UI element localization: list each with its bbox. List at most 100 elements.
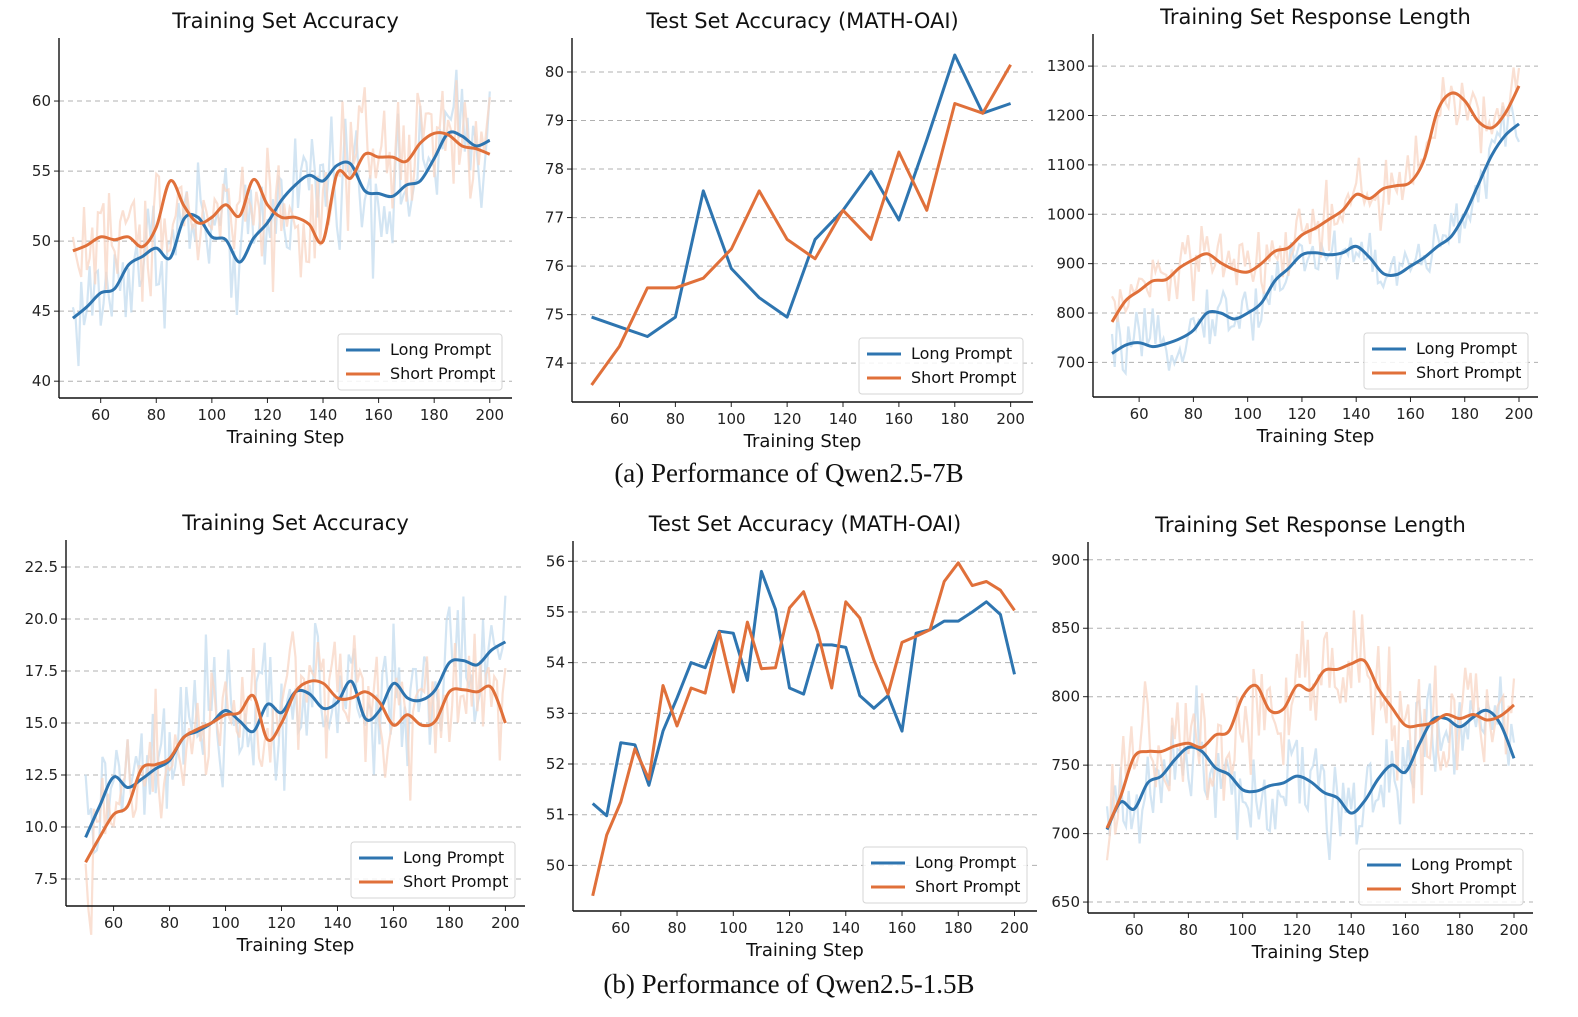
series-line-short [591, 561, 1016, 897]
y-tick-label: 1200 [1047, 106, 1085, 124]
legend-box [350, 841, 516, 899]
x-tick-label: 120 [253, 406, 282, 424]
legend-label-long: Long Prompt [403, 848, 504, 867]
x-tick-label: 180 [940, 410, 969, 428]
x-tick-label: 140 [323, 914, 352, 932]
x-tick-label: 160 [885, 410, 914, 428]
x-axis-label: Training Step [1256, 426, 1375, 447]
x-tick-label: 200 [1500, 921, 1529, 939]
series-line-short [1110, 85, 1521, 323]
x-tick-label: 80 [1179, 921, 1198, 939]
chart-title: Training Set Accuracy [181, 511, 409, 535]
x-tick-label: 100 [717, 410, 746, 428]
x-tick-label: 140 [1342, 405, 1371, 423]
x-tick-label: 160 [379, 914, 408, 932]
chart-title: Training Set Response Length [1154, 513, 1466, 537]
y-tick-label: 17.5 [25, 662, 58, 680]
series-line-short [1105, 658, 1515, 829]
y-tick-label: 22.5 [25, 558, 58, 576]
y-tick-label: 800 [1051, 688, 1080, 706]
y-tick-label: 10.0 [25, 818, 58, 836]
x-tick-label: 60 [1130, 405, 1149, 423]
x-axis-label: Training Step [226, 427, 345, 448]
x-tick-label: 120 [1288, 405, 1317, 423]
y-tick-label: 76 [545, 257, 564, 275]
y-tick-label: 51 [546, 806, 565, 824]
y-tick-label: 900 [1056, 255, 1085, 273]
x-tick-label: 80 [666, 410, 685, 428]
y-tick-label: 700 [1056, 353, 1085, 371]
legend-box [337, 333, 503, 391]
x-tick-label: 120 [775, 919, 804, 937]
y-tick-label: 55 [546, 603, 565, 621]
y-tick-label: 45 [32, 302, 51, 320]
series-line-short [72, 131, 491, 253]
x-tick-label: 180 [435, 914, 464, 932]
x-tick-label: 60 [104, 914, 123, 932]
legend-box [858, 337, 1024, 395]
series-line-long [1111, 122, 1520, 355]
x-tick-label: 120 [773, 410, 802, 428]
y-tick-label: 800 [1056, 304, 1085, 322]
x-tick-label: 160 [364, 406, 393, 424]
series-line-long [591, 53, 1012, 338]
x-tick-label: 100 [719, 919, 748, 937]
x-tick-label: 200 [1505, 405, 1534, 423]
chart-title: Test Set Accuracy (MATH-OAI) [648, 512, 961, 536]
legend-label-long: Long Prompt [390, 340, 491, 359]
x-tick-label: 60 [610, 410, 629, 428]
legend-label-long: Long Prompt [1416, 339, 1517, 358]
x-tick-label: 140 [309, 406, 338, 424]
chart-title: Training Set Response Length [1159, 5, 1471, 29]
legend-label-short: Short Prompt [911, 368, 1016, 387]
chart-a-resp-len: Training Set Response Length 700 800 900 100… [1047, 5, 1538, 447]
x-tick-label: 160 [1396, 405, 1425, 423]
legend-box [1358, 848, 1524, 906]
legend-label-short: Short Prompt [390, 364, 495, 383]
y-tick-label: 1100 [1047, 156, 1085, 174]
x-tick-label: 180 [420, 406, 449, 424]
x-axis-label: Training Step [745, 940, 864, 961]
chart-title: Test Set Accuracy (MATH-OAI) [645, 9, 958, 33]
x-tick-label: 100 [211, 914, 240, 932]
x-tick-label: 140 [829, 410, 858, 428]
x-tick-label: 200 [491, 914, 520, 932]
legend-label-long: Long Prompt [1411, 855, 1512, 874]
x-tick-label: 200 [1000, 919, 1029, 937]
caption-a: (a) Performance of Qwen2.5-7B [614, 458, 964, 488]
series-line-long [71, 130, 491, 320]
legend-label-long: Long Prompt [911, 344, 1012, 363]
x-tick-label: 200 [996, 410, 1025, 428]
legend-box [1363, 332, 1529, 390]
y-tick-label: 900 [1051, 551, 1080, 569]
x-tick-label: 140 [1337, 921, 1366, 939]
series-line-long [1105, 708, 1516, 831]
chart-title: Training Set Accuracy [171, 9, 399, 33]
y-tick-label: 75 [545, 306, 564, 324]
y-tick-label: 7.5 [34, 870, 58, 888]
y-tick-label: 74 [545, 354, 564, 372]
x-tick-label: 140 [831, 919, 860, 937]
legend-label-short: Short Prompt [403, 872, 508, 891]
raw-series-short [84, 631, 507, 935]
x-tick-label: 100 [198, 406, 227, 424]
legend-label-short: Short Prompt [915, 877, 1020, 896]
x-tick-label: 60 [91, 406, 110, 424]
y-tick-label: 56 [546, 552, 565, 570]
y-tick-label: 12.5 [25, 766, 58, 784]
x-tick-label: 160 [888, 919, 917, 937]
raw-series-short [1111, 67, 1521, 323]
x-tick-label: 180 [1450, 405, 1479, 423]
x-tick-label: 160 [1391, 921, 1420, 939]
y-tick-label: 50 [32, 232, 51, 250]
y-tick-label: 40 [32, 372, 51, 390]
series-line-long [591, 569, 1016, 818]
series-line-short [84, 679, 507, 864]
x-axis-label: Training Step [743, 431, 862, 452]
y-tick-label: 60 [32, 92, 51, 110]
x-tick-label: 120 [1283, 921, 1312, 939]
y-tick-label: 700 [1051, 825, 1080, 843]
x-tick-label: 100 [1228, 921, 1257, 939]
